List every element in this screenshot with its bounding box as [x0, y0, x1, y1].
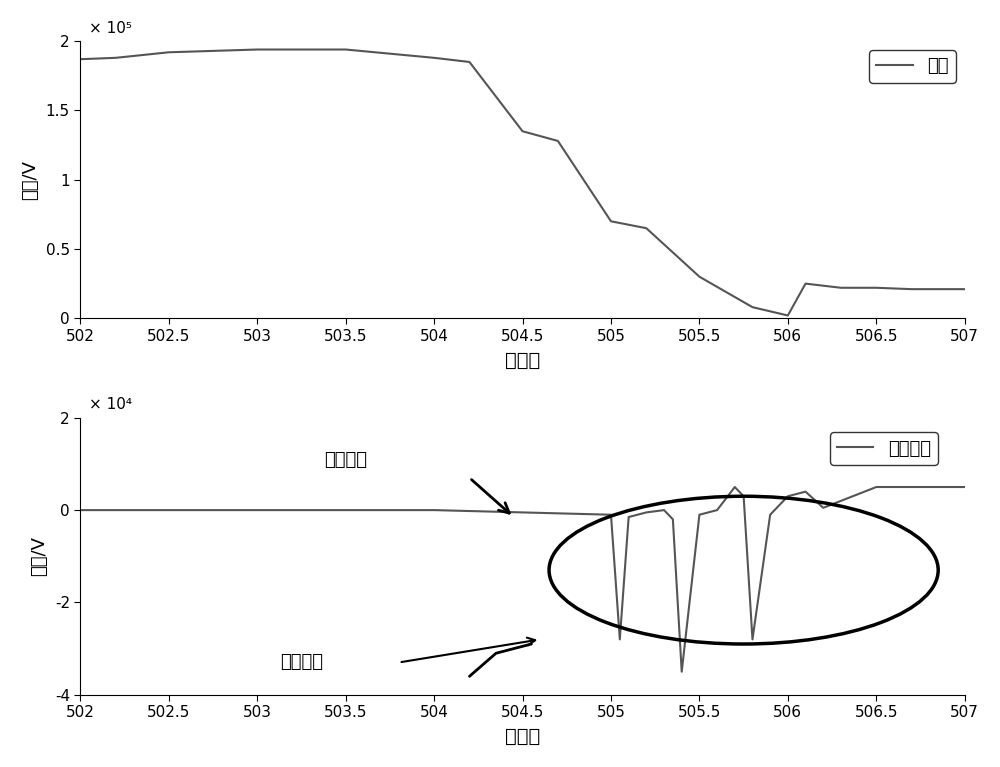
Text: 非零系数: 非零系数	[280, 653, 323, 671]
Text: × 10⁴: × 10⁴	[89, 397, 132, 412]
Y-axis label: 电压/V: 电压/V	[30, 536, 48, 576]
Legend: 电压: 电压	[869, 50, 956, 83]
Legend: 模极大値: 模极大値	[830, 433, 938, 465]
X-axis label: 样本点: 样本点	[505, 351, 540, 370]
X-axis label: 样本点: 样本点	[505, 727, 540, 746]
Y-axis label: 电压/V: 电压/V	[21, 160, 39, 199]
Text: × 10⁵: × 10⁵	[89, 21, 132, 35]
Text: 小波变换: 小波变换	[324, 450, 367, 469]
